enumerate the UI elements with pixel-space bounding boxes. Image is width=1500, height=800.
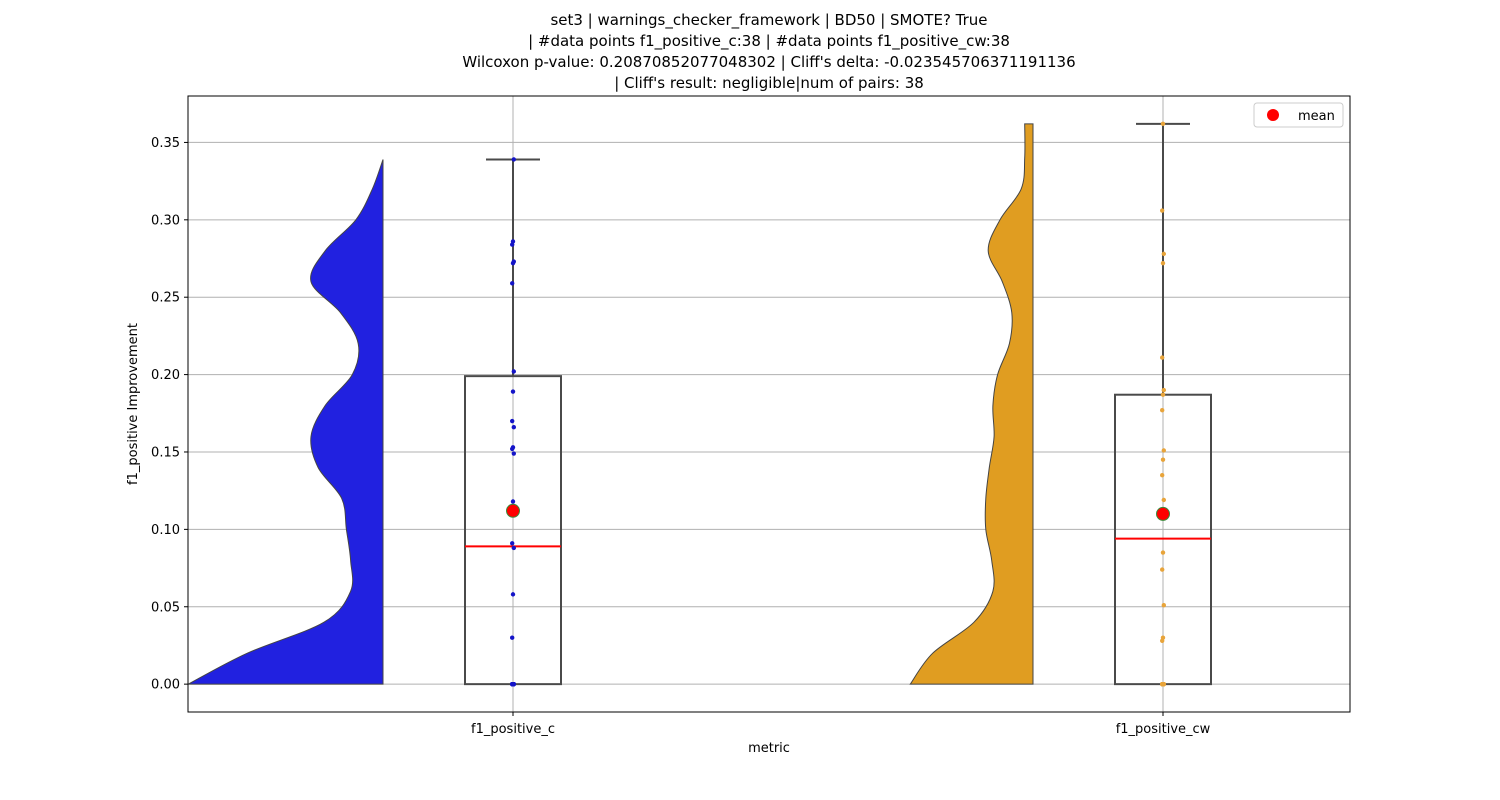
- data-point: [1160, 635, 1166, 640]
- data-point: [511, 545, 516, 551]
- data-point: [1161, 387, 1167, 393]
- data-point: [1160, 407, 1165, 413]
- title-line-4: | Cliff's result: negligible|num of pair…: [614, 74, 924, 92]
- strip-points: [510, 121, 1167, 687]
- data-point: [510, 635, 515, 640]
- mean-marker-f1_positive_c: [506, 503, 520, 518]
- violin-f1_positive_c: [188, 159, 384, 685]
- data-point: [511, 425, 516, 430]
- y-tick-label: 0.30: [151, 213, 180, 228]
- data-point: [1160, 567, 1165, 572]
- title-line-1: set3 | warnings_checker_framework | BD50…: [550, 11, 987, 30]
- x-axis-ticks: f1_positive_c f1_positive_cw: [471, 712, 1211, 737]
- data-point: [1160, 457, 1166, 462]
- title-line-2: | #data points f1_positive_c:38 | #data …: [528, 32, 1010, 51]
- data-point: [510, 281, 515, 286]
- y-tick-label: 0.05: [151, 600, 180, 615]
- data-point: [1160, 260, 1166, 266]
- data-point: [1160, 472, 1165, 478]
- y-tick-label: 0.20: [151, 368, 180, 383]
- legend-mean-marker: [1267, 109, 1279, 121]
- data-point: [510, 592, 516, 597]
- y-axis-label: f1_positive Improvement: [126, 323, 141, 485]
- y-tick-label: 0.15: [151, 445, 180, 460]
- legend-mean-label: mean: [1298, 109, 1335, 124]
- data-point: [510, 418, 515, 424]
- y-tick-label: 0.10: [151, 523, 180, 538]
- y-tick-label: 0.35: [151, 136, 180, 151]
- chart-title: set3 | warnings_checker_framework | BD50…: [462, 11, 1075, 92]
- y-tick-label: 0.00: [151, 678, 180, 693]
- data-point: [511, 259, 516, 264]
- box-plots: [464, 122, 1212, 686]
- data-point: [1161, 603, 1167, 608]
- mean-marker-f1_positive_cw: [1156, 506, 1170, 521]
- data-point: [1161, 497, 1167, 503]
- data-point: [511, 157, 516, 162]
- y-tick-label: 0.25: [151, 291, 180, 306]
- data-point: [510, 541, 515, 546]
- data-point: [1160, 355, 1165, 360]
- data-point: [1160, 208, 1165, 213]
- data-point: [510, 389, 516, 394]
- data-point: [1160, 121, 1166, 127]
- plot-frame: [187, 95, 1351, 713]
- data-point: [511, 681, 516, 687]
- data-point: [1160, 392, 1166, 397]
- x-axis-label: metric: [748, 741, 790, 756]
- data-point: [1161, 681, 1167, 687]
- data-point: [1161, 251, 1167, 257]
- y-axis-ticks: 0.00 0.05 0.10 0.15 0.20 0.25 0.30 0.35: [151, 136, 188, 693]
- data-point: [510, 499, 516, 504]
- data-point: [511, 369, 516, 374]
- x-tick-label: f1_positive_c: [471, 722, 555, 737]
- legend: mean: [1253, 102, 1344, 128]
- data-point: [510, 445, 516, 450]
- x-tick-label: f1_positive_cw: [1116, 722, 1211, 737]
- violin-f1_positive_cw: [909, 123, 1034, 685]
- data-point: [510, 239, 516, 244]
- mean-markers: [506, 503, 1170, 521]
- data-point: [1160, 550, 1166, 555]
- legend-box: [1253, 102, 1344, 128]
- violins: [188, 123, 1034, 685]
- title-line-3: Wilcoxon p-value: 0.20870852077048302 | …: [462, 53, 1075, 71]
- data-point: [1161, 448, 1167, 453]
- data-point: [511, 451, 516, 456]
